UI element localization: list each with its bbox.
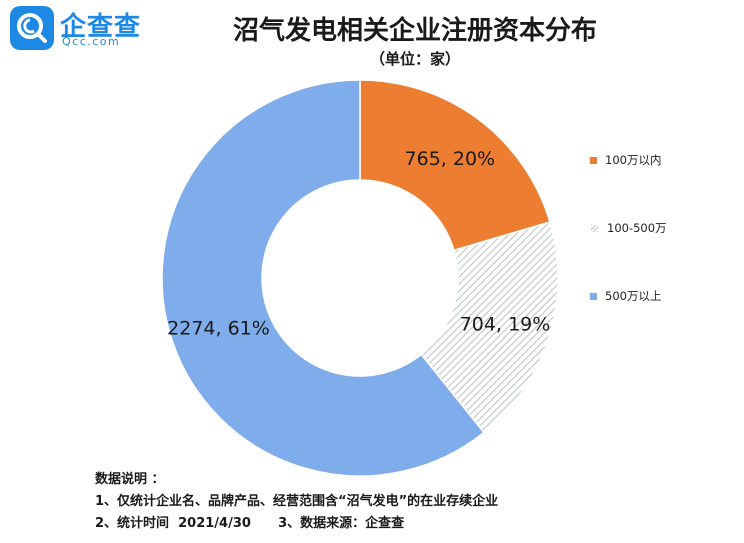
notes-line-1: 1、仅统计企业名、品牌产品、经营范围含“沼气发电”的在业存续企业 [95,494,499,509]
logo-text: 企查查 [60,12,142,42]
legend-label: 100-500万 [607,221,667,235]
chart-title: 沼气发电相关企业注册资本分布 [232,16,597,46]
chart-legend: 100万以内 100-500万 500万以上 [590,150,667,354]
legend-label: 500万以上 [605,289,662,303]
data-label-100-500: 704, 19% [460,314,551,336]
legend-item-100-500: 100-500万 [590,218,667,238]
notes-line-2: 2、统计时间 2021/4/30 3、数据来源：企查查 [95,516,405,531]
legend-item-over-500: 500万以上 [590,286,667,306]
chart-unit: （单位：家） [369,50,460,68]
slice-under-100 [359,79,551,252]
notes-heading: 数据说明 ： [95,472,165,487]
legend-swatch-under-100 [590,156,597,164]
slice-over-500 [161,79,485,477]
legend-item-under-100: 100万以内 [590,150,667,170]
legend-label: 100万以内 [605,153,662,167]
legend-swatch-over-500 [590,292,597,300]
logo-icon [10,6,54,50]
slice-100-500 [420,221,559,434]
legend-swatch-100-500 [590,223,599,233]
data-notes: 数据说明 ： 1、仅统计企业名、品牌产品、经营范围含“沼气发电”的在业存续企业 … [95,469,498,535]
data-label-over-500: 2274, 61% [167,318,270,340]
data-label-under-100: 765, 20% [405,148,496,170]
logo-subtext: Qcc.com [62,35,121,48]
brand-logo: 企查查 Qcc.com [10,6,170,50]
